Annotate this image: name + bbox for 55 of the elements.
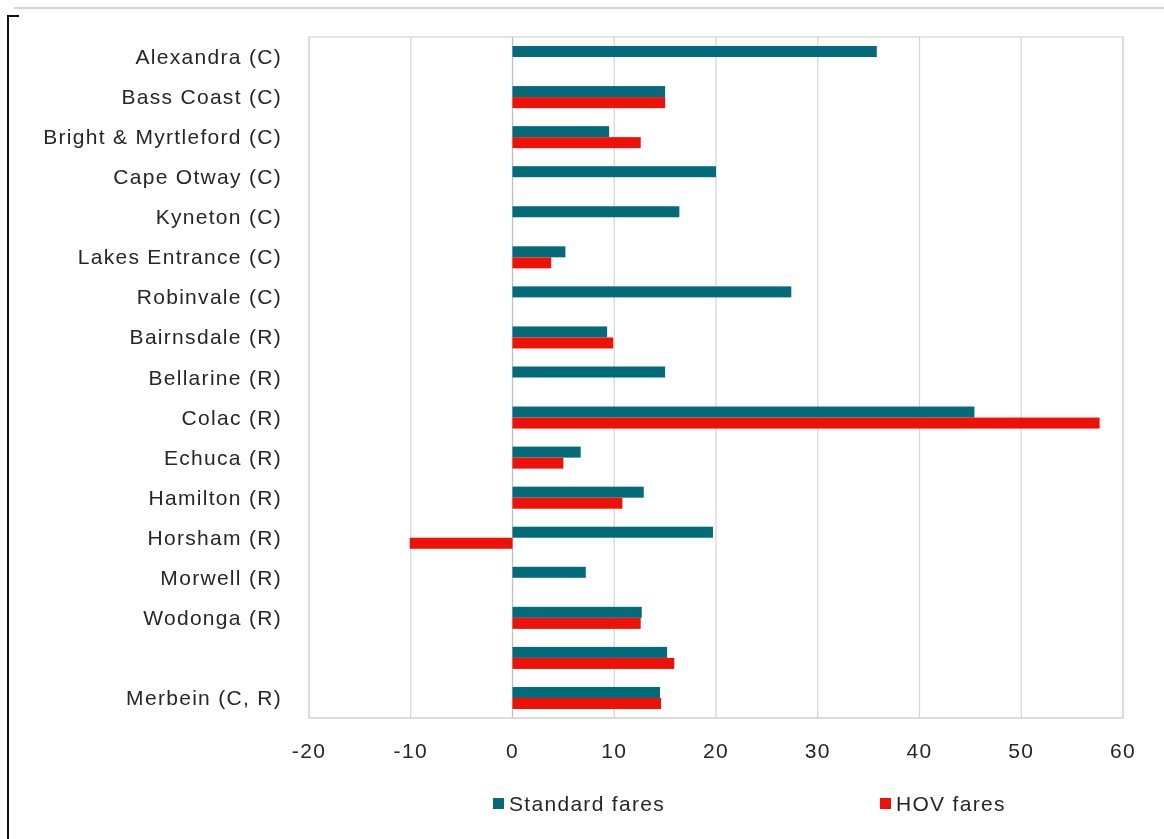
bar bbox=[512, 657, 675, 669]
x-tick-label: 60 bbox=[1110, 739, 1136, 762]
x-tick-label: 20 bbox=[703, 739, 729, 762]
bar bbox=[409, 537, 513, 549]
y-tick-label: Echuca (R) bbox=[163, 445, 282, 469]
y-tick-label: Bellarine (R) bbox=[148, 365, 282, 389]
bar bbox=[512, 46, 877, 58]
bar bbox=[512, 137, 641, 149]
legend-label: HOV fares bbox=[896, 792, 1006, 815]
x-tick-label: 30 bbox=[804, 739, 831, 762]
y-tick-label: Merbein (C, R) bbox=[126, 685, 282, 709]
y-tick-label: Kyneton (C) bbox=[155, 205, 282, 229]
bar bbox=[512, 697, 662, 709]
x-tick-label: 50 bbox=[1008, 739, 1035, 762]
y-tick-label: Horsham (R) bbox=[147, 525, 282, 549]
bar bbox=[512, 617, 641, 629]
bar bbox=[512, 486, 644, 498]
bar bbox=[512, 406, 975, 418]
bar bbox=[512, 97, 666, 109]
x-tick-label: 0 bbox=[506, 739, 519, 762]
y-tick-label: Bright & Myrtleford (C) bbox=[43, 125, 282, 149]
x-tick-label: -10 bbox=[393, 739, 428, 762]
x-tick-label: 10 bbox=[601, 739, 628, 762]
bar bbox=[512, 457, 564, 469]
bar bbox=[512, 366, 666, 378]
bar bbox=[512, 337, 614, 349]
bar bbox=[512, 686, 661, 698]
x-tick-label: -20 bbox=[291, 739, 327, 762]
bar bbox=[512, 497, 623, 509]
y-tick-label: Alexandra (C) bbox=[135, 45, 282, 69]
bar bbox=[512, 446, 581, 458]
legend-label: Standard fares bbox=[509, 792, 665, 815]
bar bbox=[512, 257, 552, 269]
y-tick-label: Morwell (R) bbox=[160, 565, 282, 589]
bar bbox=[512, 646, 668, 658]
bar bbox=[512, 526, 713, 538]
bar bbox=[512, 126, 610, 138]
bar bbox=[512, 606, 642, 618]
y-tick-label: Wodonga (R) bbox=[143, 605, 282, 629]
bar bbox=[512, 166, 716, 178]
bar bbox=[512, 286, 792, 298]
y-tick-label: Hamilton (R) bbox=[148, 485, 282, 509]
y-tick-label: Bairnsdale (R) bbox=[129, 325, 282, 349]
bar bbox=[512, 206, 680, 218]
bar bbox=[512, 86, 666, 98]
y-tick-label: Colac (R) bbox=[181, 405, 282, 429]
bar bbox=[512, 417, 1100, 429]
y-tick-label: Bass Coast (C) bbox=[121, 85, 282, 109]
x-tick-label: 40 bbox=[906, 739, 933, 762]
bar bbox=[512, 566, 586, 578]
y-tick-label: Robinvale (C) bbox=[136, 285, 282, 309]
bar bbox=[512, 246, 566, 258]
bar bbox=[512, 326, 608, 338]
y-tick-label: Cape Otway (C) bbox=[113, 165, 282, 189]
y-tick-label: Lakes Entrance (C) bbox=[77, 245, 282, 269]
